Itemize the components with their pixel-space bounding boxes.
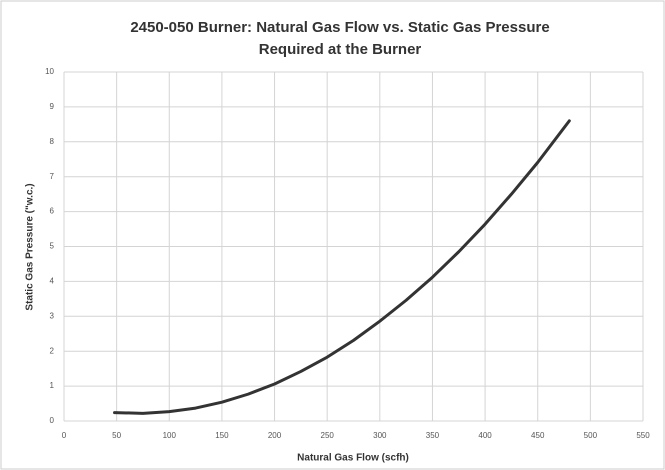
x-axis-label: Natural Gas Flow (scfh) xyxy=(297,453,409,464)
x-tick-label: 100 xyxy=(163,431,177,440)
y-tick-label: 9 xyxy=(50,102,55,111)
y-tick-label: 4 xyxy=(50,277,55,286)
y-tick-label: 8 xyxy=(50,137,55,146)
x-tick-label: 450 xyxy=(531,431,545,440)
x-tick-label: 400 xyxy=(478,431,492,440)
y-tick-label: 6 xyxy=(50,207,55,216)
x-tick-label: 0 xyxy=(62,431,67,440)
chart-title: 2450-050 Burner: Natural Gas Flow vs. St… xyxy=(130,19,549,36)
x-tick-label: 300 xyxy=(373,431,387,440)
x-tick-label: 500 xyxy=(584,431,598,440)
x-tick-label: 50 xyxy=(112,431,121,440)
y-tick-label: 3 xyxy=(50,311,55,320)
x-tick-label: 350 xyxy=(426,431,440,440)
x-tick-label: 550 xyxy=(636,431,650,440)
y-tick-label: 0 xyxy=(50,416,55,425)
x-tick-label: 150 xyxy=(215,431,229,440)
y-tick-label: 5 xyxy=(50,242,55,251)
x-tick-label: 250 xyxy=(321,431,335,440)
x-tick-label: 200 xyxy=(268,431,282,440)
data-line xyxy=(113,119,571,415)
chart-title: Required at the Burner xyxy=(259,41,422,58)
y-tick-label: 7 xyxy=(50,172,55,181)
y-axis-label: Static Gas Pressure ("w.c.) xyxy=(25,183,36,310)
y-tick-label: 1 xyxy=(50,381,55,390)
y-tick-label: 2 xyxy=(50,346,55,355)
y-tick-label: 10 xyxy=(45,67,54,76)
